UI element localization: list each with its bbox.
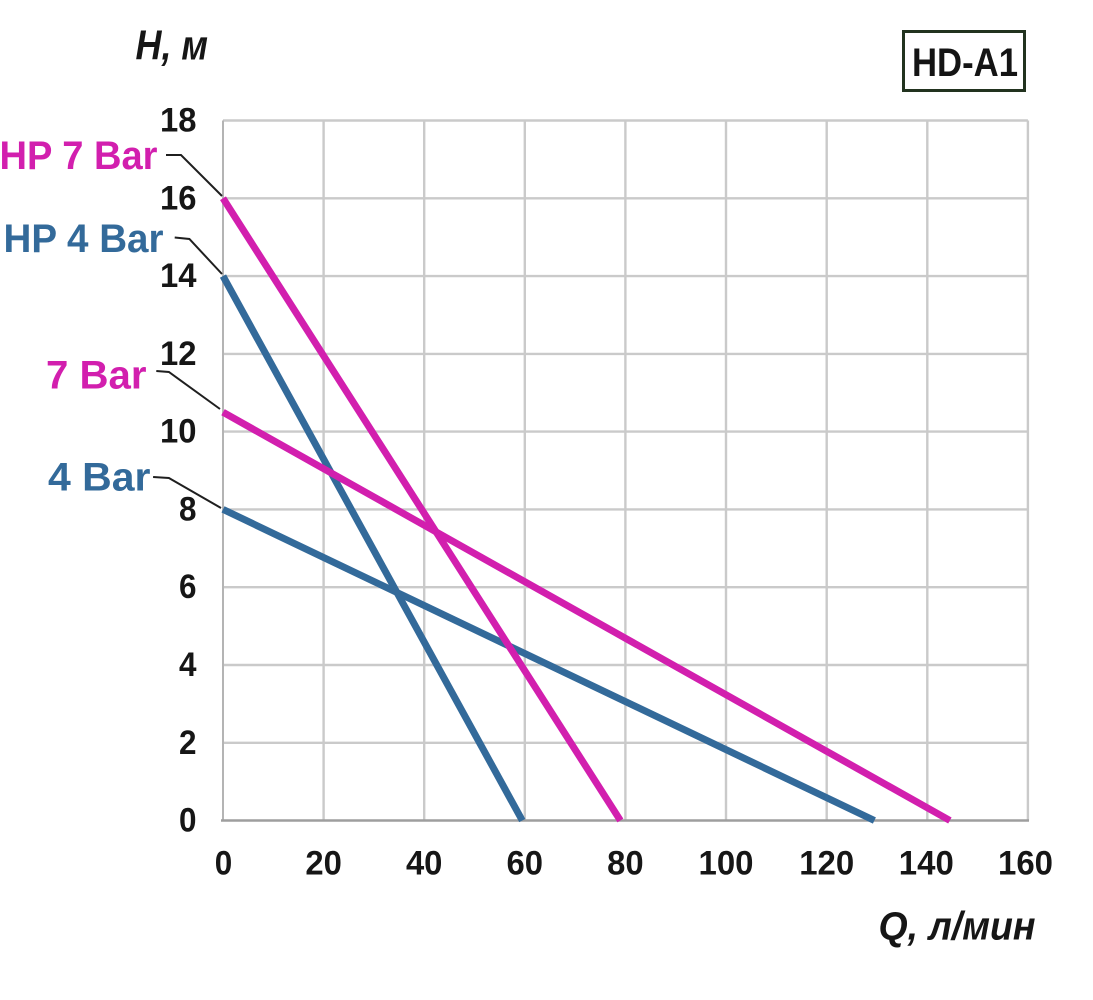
svg-text:4 Bar: 4 Bar [48, 456, 151, 500]
svg-text:100: 100 [699, 845, 754, 883]
svg-text:HP 4 Bar: HP 4 Bar [4, 217, 164, 261]
svg-text:12: 12 [160, 335, 197, 373]
svg-text:140: 140 [899, 845, 954, 883]
svg-text:Q, л/мин: Q, л/мин [879, 905, 1036, 949]
svg-text:2: 2 [179, 724, 197, 762]
svg-text:80: 80 [607, 845, 644, 883]
svg-text:120: 120 [799, 845, 854, 883]
svg-text:8: 8 [179, 490, 197, 528]
svg-text:20: 20 [305, 845, 342, 883]
svg-text:16: 16 [160, 179, 197, 217]
svg-text:0: 0 [215, 845, 233, 883]
svg-text:18: 18 [160, 102, 197, 140]
svg-text:160: 160 [998, 845, 1053, 883]
svg-text:0: 0 [179, 802, 197, 840]
svg-text:7 Bar: 7 Bar [46, 354, 147, 398]
svg-text:40: 40 [406, 845, 443, 883]
svg-text:HP 7 Bar: HP 7 Bar [0, 134, 158, 178]
svg-text:H, м: H, м [136, 22, 209, 69]
svg-text:14: 14 [160, 257, 197, 295]
svg-text:6: 6 [179, 568, 197, 606]
svg-text:10: 10 [160, 413, 197, 451]
svg-text:HD-A1: HD-A1 [912, 41, 1018, 85]
svg-text:60: 60 [507, 845, 544, 883]
svg-text:4: 4 [179, 646, 197, 684]
